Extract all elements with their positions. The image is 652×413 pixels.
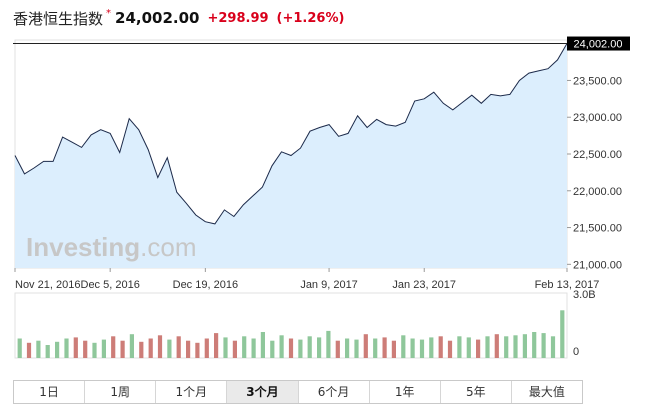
volume-bar bbox=[485, 336, 490, 358]
time-range-tabs: 1日 1周 1个月 3个月 6个月 1年 5年 最大值 bbox=[13, 380, 583, 404]
volume-bar bbox=[419, 339, 425, 358]
y-tick-label: 22,500.00 bbox=[573, 149, 622, 161]
y-tick-label: 23,000.00 bbox=[573, 112, 622, 124]
volume-bar bbox=[251, 338, 256, 358]
volume-bar bbox=[279, 335, 284, 359]
volume-bar bbox=[92, 342, 97, 358]
volume-bar bbox=[242, 336, 247, 358]
last-price-label: 24,002.00 bbox=[574, 39, 623, 51]
watermark-logo: Investing.com bbox=[26, 232, 196, 262]
y-tick-label: 23,500.00 bbox=[573, 75, 622, 87]
volume-bar bbox=[36, 340, 41, 358]
volume-bar bbox=[532, 332, 537, 358]
volume-bar bbox=[288, 338, 294, 358]
volume-bar bbox=[157, 335, 163, 359]
volume-bar bbox=[176, 336, 181, 358]
tab-1-year[interactable]: 1年 bbox=[370, 381, 441, 403]
volume-bar bbox=[45, 345, 50, 358]
volume-bar bbox=[55, 341, 60, 359]
volume-axis-zero: 0 bbox=[573, 346, 579, 358]
volume-bar bbox=[504, 336, 509, 358]
volume-bar bbox=[335, 340, 340, 358]
last-price: 24,002.00 bbox=[115, 9, 200, 27]
tab-1-week[interactable]: 1周 bbox=[85, 381, 157, 403]
volume-bar bbox=[541, 333, 546, 358]
price-change: +298.99 bbox=[207, 10, 269, 26]
volume-bar bbox=[317, 337, 322, 358]
price-line bbox=[14, 43, 568, 225]
volume-bar bbox=[129, 334, 134, 358]
last-price-badge bbox=[567, 36, 630, 51]
volume-bar bbox=[438, 336, 443, 358]
volume-bar bbox=[204, 338, 209, 358]
volume-bar bbox=[345, 338, 350, 358]
volume-bar bbox=[223, 337, 228, 358]
volume-bar bbox=[186, 340, 191, 358]
volume-bar bbox=[307, 336, 312, 358]
volume-bar bbox=[457, 336, 462, 358]
realtime-star-icon: * bbox=[106, 7, 112, 19]
x-tick-label: Dec 5, 2016 bbox=[81, 279, 140, 291]
volume-bar bbox=[382, 337, 387, 358]
volume-bar bbox=[363, 334, 368, 358]
tab-max[interactable]: 最大值 bbox=[528, 385, 565, 399]
volume-bar bbox=[73, 337, 78, 358]
volume-bar bbox=[120, 340, 125, 358]
volume-bar bbox=[232, 340, 237, 358]
tab-1-month[interactable]: 1个月 bbox=[156, 381, 228, 403]
volume-bar bbox=[148, 338, 153, 358]
volume-bar bbox=[83, 340, 88, 358]
volume-bar bbox=[17, 338, 22, 358]
volume-bar bbox=[111, 336, 116, 358]
volume-axis-max: 3.0B bbox=[573, 289, 596, 301]
index-name: 香港恒生指数 bbox=[13, 9, 104, 28]
volume-bar bbox=[270, 340, 275, 358]
volume-bar bbox=[326, 330, 331, 358]
x-tick-label: Nov 21, 2016 bbox=[15, 279, 80, 291]
x-tick-label: Jan 9, 2017 bbox=[300, 279, 358, 291]
volume-bar bbox=[410, 338, 415, 358]
volume-bar bbox=[476, 339, 481, 358]
tab-5-years[interactable]: 5年 bbox=[441, 381, 512, 403]
volume-bar bbox=[101, 339, 106, 358]
volume-bar bbox=[214, 333, 219, 358]
volume-bar bbox=[447, 340, 453, 358]
tab-3-months[interactable]: 3个月 bbox=[227, 381, 299, 403]
volume-bar bbox=[391, 340, 396, 358]
volume-bar bbox=[550, 336, 556, 358]
volume-bar bbox=[513, 335, 518, 359]
x-tick-label: Dec 19, 2016 bbox=[173, 279, 238, 291]
volume-bar bbox=[64, 338, 69, 358]
x-tick-label: Feb 13, 2017 bbox=[535, 279, 600, 291]
volume-bar bbox=[167, 339, 172, 358]
volume-bar bbox=[260, 332, 265, 358]
volume-bar bbox=[26, 342, 32, 358]
price-change-percent: (+1.26%) bbox=[276, 10, 345, 26]
volume-bar bbox=[522, 334, 527, 358]
volume-bar bbox=[429, 337, 434, 358]
tab-6-months[interactable]: 6个月 bbox=[299, 381, 370, 403]
volume-bar bbox=[298, 339, 303, 358]
volume-bar bbox=[401, 335, 406, 359]
tab-1-day[interactable]: 1日 bbox=[14, 381, 86, 403]
y-tick-label: 21,000.00 bbox=[573, 259, 622, 271]
volume-bar bbox=[466, 337, 471, 358]
x-tick-label: Jan 23, 2017 bbox=[392, 279, 456, 291]
volume-bar bbox=[494, 334, 499, 358]
volume-bar bbox=[139, 341, 144, 359]
volume-bar bbox=[354, 339, 359, 358]
y-tick-label: 21,500.00 bbox=[573, 223, 622, 235]
y-tick-label: 22,000.00 bbox=[573, 186, 622, 198]
volume-bar bbox=[373, 338, 378, 358]
volume-bar bbox=[560, 310, 565, 358]
quote-header: 香港恒生指数 * 24,002.00 +298.99 (+1.26%) bbox=[13, 7, 344, 29]
volume-bar bbox=[195, 342, 200, 358]
